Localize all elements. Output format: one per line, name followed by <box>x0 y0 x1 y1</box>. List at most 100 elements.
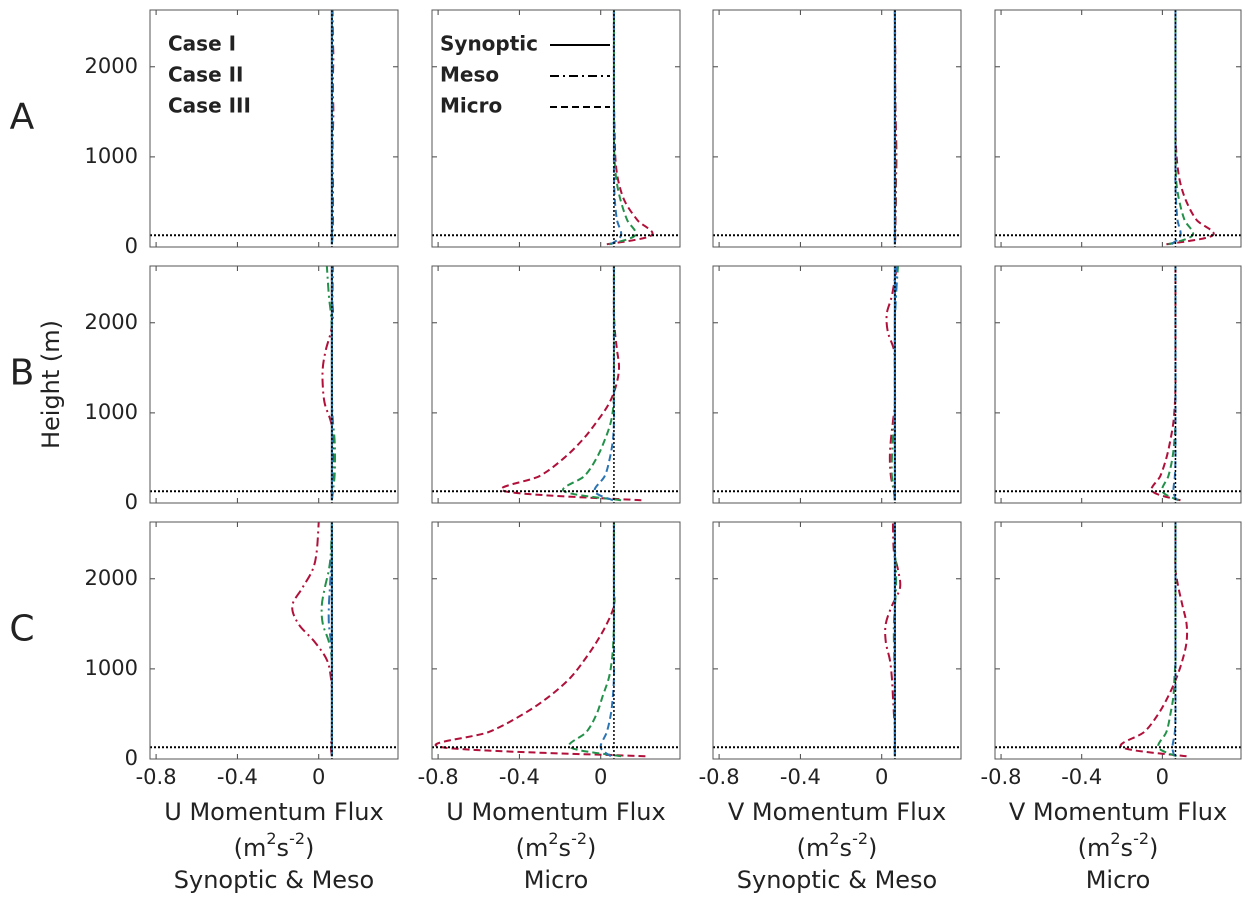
y-tick-label: 2000 <box>85 54 138 78</box>
panel: 0 1000 2000 B Height (m) <box>10 265 399 514</box>
unit-text: s <box>277 834 290 862</box>
series-group <box>500 266 642 502</box>
axes-frame <box>149 265 399 504</box>
series-group <box>884 522 902 757</box>
y-tick-label: 1000 <box>85 400 138 424</box>
unit-exponent: -2 <box>571 829 587 848</box>
profile-line <box>1161 266 1179 502</box>
panel: -0.8 -0.4 0 V Momentum Flux (m2s-2) Micro <box>981 521 1242 894</box>
x-axis-unit: (m2s-2) <box>234 829 315 862</box>
x-tick-label: -0.4 <box>1061 765 1102 789</box>
y-tick-label: 2000 <box>85 566 138 590</box>
y-axis-label: Height (m) <box>37 320 65 449</box>
y-tick-label: 1000 <box>85 656 138 680</box>
legend-label: Case II <box>168 63 244 87</box>
x-tick-label: -0.4 <box>217 765 258 789</box>
axes-frame <box>149 521 399 760</box>
x-tick-label: -0.4 <box>499 765 540 789</box>
profile-line <box>885 266 898 501</box>
axes-frame <box>712 9 962 248</box>
panel: 0 1000 2000 Case I Case II Case III A <box>10 9 399 258</box>
axes-frame <box>149 9 399 248</box>
unit-text: s <box>1121 834 1134 862</box>
profile-line <box>884 522 902 757</box>
unit-text: ) <box>587 834 596 862</box>
unit-text: (m <box>797 834 830 862</box>
x-axis-sublabel: Synoptic & Meso <box>737 866 937 894</box>
profile-line <box>599 522 616 758</box>
x-axis-sublabel: Micro <box>1086 866 1151 894</box>
unit-text: ) <box>1149 834 1158 862</box>
axes-frame <box>431 521 681 760</box>
profile-line <box>1166 10 1215 246</box>
x-axis-label: V Momentum Flux <box>1009 798 1227 826</box>
x-axis-unit: (m2s-2) <box>1078 829 1159 862</box>
x-tick-label: 0 <box>312 765 325 789</box>
series-group <box>885 266 899 501</box>
profile-line <box>500 266 642 502</box>
profile-line <box>608 10 637 246</box>
series-group <box>291 522 334 757</box>
unit-text: s <box>559 834 572 862</box>
axes-frame <box>994 265 1242 504</box>
legend-label: Case III <box>168 94 251 118</box>
panel <box>994 9 1242 248</box>
x-axis-sublabel: Micro <box>524 866 589 894</box>
unit-exponent: 2 <box>1110 829 1120 848</box>
axes-frame <box>431 265 681 504</box>
y-tick-label: 1000 <box>85 144 138 168</box>
axes-frame <box>994 521 1242 760</box>
profile-line <box>291 522 334 757</box>
x-tick-label: -0.8 <box>136 765 177 789</box>
y-tick-label: 2000 <box>85 310 138 334</box>
panel <box>431 265 681 504</box>
x-axis-sublabel: Synoptic & Meso <box>174 866 374 894</box>
row-label: A <box>10 97 35 138</box>
unit-exponent: 2 <box>829 829 839 848</box>
profile-line <box>610 10 623 246</box>
x-tick-label: -0.8 <box>699 765 740 789</box>
panel: -0.8 -0.4 0 V Momentum Flux (m2s-2) Synoptic … <box>699 521 962 894</box>
axes-frame <box>431 9 681 248</box>
legend-label: Meso <box>440 63 499 87</box>
panel: -0.8 -0.4 0 U Momentum Flux (m2s-2) Micro <box>418 521 681 894</box>
panel: -0.8 -0.4 0 0 1000 2000 C U Momentum Flux (m2s-2… <box>9 521 399 894</box>
panel <box>994 265 1242 504</box>
unit-text: ) <box>305 834 314 862</box>
x-axis-label: U Momentum Flux <box>446 798 665 826</box>
profile-line <box>325 266 336 501</box>
unit-text: ) <box>868 834 877 862</box>
unit-exponent: -2 <box>1133 829 1149 848</box>
series-group <box>321 266 336 501</box>
x-tick-label: 0 <box>875 765 888 789</box>
legend-label: Case I <box>168 32 236 56</box>
panel: Synoptic Meso Micro <box>431 9 681 248</box>
legend-label: Micro <box>440 94 502 118</box>
row-label: C <box>9 609 34 650</box>
x-tick-label: 0 <box>1156 765 1169 789</box>
profile-line <box>568 522 622 758</box>
profile-line <box>1157 522 1177 758</box>
x-axis-label: V Momentum Flux <box>728 798 946 826</box>
x-axis-unit: (m2s-2) <box>516 829 597 862</box>
unit-text: (m <box>234 834 267 862</box>
x-tick-label: -0.4 <box>780 765 821 789</box>
unit-exponent: -2 <box>852 829 868 848</box>
unit-exponent: 2 <box>548 829 558 848</box>
x-tick-label: 0 <box>594 765 607 789</box>
x-axis-unit: (m2s-2) <box>797 829 878 862</box>
unit-text: s <box>840 834 853 862</box>
x-tick-label: -0.8 <box>981 765 1022 789</box>
profile-line <box>593 266 616 502</box>
panel <box>712 9 962 248</box>
x-tick-label: -0.8 <box>418 765 459 789</box>
unit-text: (m <box>516 834 549 862</box>
row-label: B <box>10 353 35 394</box>
profile-line <box>562 266 622 502</box>
series-group <box>1119 522 1189 758</box>
series-group <box>1166 10 1215 246</box>
profile-line <box>1168 10 1195 246</box>
axes-frame <box>994 9 1242 248</box>
x-axis-label: U Momentum Flux <box>164 798 383 826</box>
panel <box>712 265 962 504</box>
